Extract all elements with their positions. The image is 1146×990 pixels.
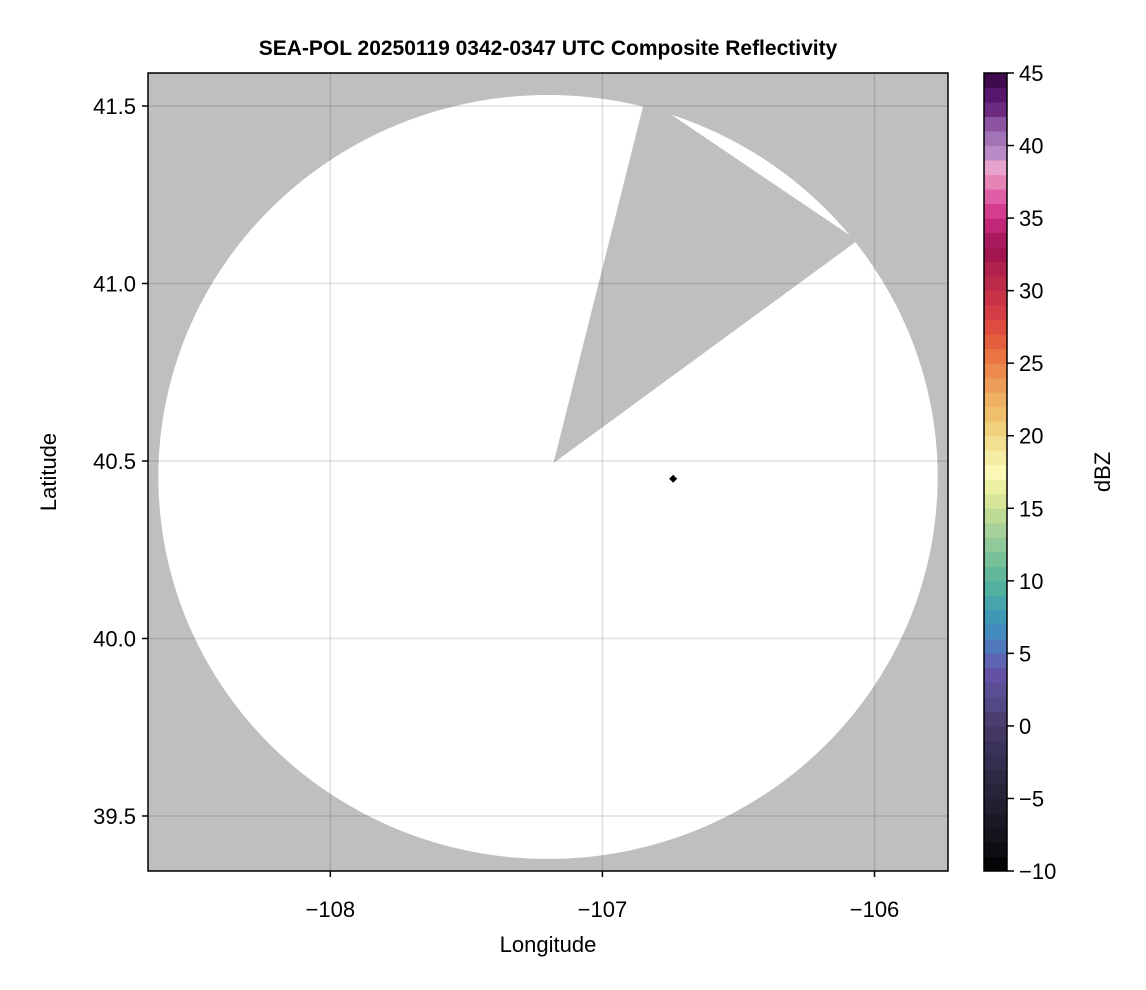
colorbar-cell: [984, 812, 1007, 828]
x-tick-label: −106: [850, 897, 900, 922]
colorbar-cell: [984, 87, 1007, 103]
colorbar-cell: [984, 624, 1007, 640]
colorbar-cell: [984, 493, 1007, 509]
colorbar-tick-label: 40: [1019, 134, 1043, 159]
colorbar-cell: [984, 348, 1007, 364]
colorbar-cell: [984, 261, 1007, 277]
colorbar-tick-label: 35: [1019, 206, 1043, 231]
colorbar-cell: [984, 319, 1007, 335]
colorbar-cell: [984, 609, 1007, 625]
colorbar-cell: [984, 189, 1007, 205]
colorbar-cell: [984, 116, 1007, 132]
colorbar-cell: [984, 464, 1007, 480]
radar-site-marker: [669, 474, 678, 483]
y-tick-label: 41.0: [93, 272, 136, 297]
colorbar-cell: [984, 363, 1007, 379]
colorbar-cell: [984, 479, 1007, 495]
colorbar-cell: [984, 696, 1007, 712]
x-axis-label: Longitude: [500, 932, 597, 957]
colorbar-label: dBZ: [1090, 452, 1115, 492]
colorbar-cell: [984, 290, 1007, 306]
y-tick-label: 41.5: [93, 94, 136, 119]
colorbar-cell: [984, 653, 1007, 669]
colorbar-cell: [984, 145, 1007, 161]
x-tick-label: −107: [578, 897, 628, 922]
colorbar-cell: [984, 711, 1007, 727]
colorbar-frame: [983, 72, 1008, 872]
colorbar-cell: [984, 174, 1007, 190]
colorbar-cell: [984, 798, 1007, 814]
colorbar-cell: [984, 856, 1007, 872]
y-axis-label: Latitude: [36, 433, 61, 511]
colorbar-cell: [984, 566, 1007, 582]
colorbar-cell: [984, 421, 1007, 437]
x-tick-label: −108: [306, 897, 356, 922]
colorbar-tick-label: 0: [1019, 714, 1031, 739]
colorbar-cell: [984, 392, 1007, 408]
colorbar-tick-label: 25: [1019, 351, 1043, 376]
colorbar-cell: [984, 435, 1007, 451]
colorbar-cell: [984, 638, 1007, 654]
colorbar-cell: [984, 73, 1007, 89]
colorbar-cell: [984, 450, 1007, 466]
colorbar-cell: [984, 667, 1007, 683]
y-tick-label: 40.5: [93, 449, 136, 474]
colorbar-cell: [984, 769, 1007, 785]
colorbar-tick-label: 30: [1019, 279, 1043, 304]
colorbar-tick-label: 10: [1019, 569, 1043, 594]
colorbar-cell: [984, 537, 1007, 553]
colorbar-tick-label: 15: [1019, 496, 1043, 521]
colorbar-tick-label: −5: [1019, 786, 1044, 811]
colorbar-cell: [984, 131, 1007, 147]
plot-frame: [147, 72, 949, 872]
colorbar-cell: [984, 276, 1007, 292]
colorbar-cell: [984, 754, 1007, 770]
chart-title: SEA-POL 20250119 0342-0347 UTC Composite…: [259, 37, 838, 60]
colorbar-tick-label: 45: [1019, 61, 1043, 86]
colorbar-cell: [984, 682, 1007, 698]
y-tick-label: 40.0: [93, 626, 136, 651]
colorbar-cell: [984, 406, 1007, 422]
colorbar-cell: [984, 508, 1007, 524]
colorbar-cell: [984, 160, 1007, 176]
colorbar-cell: [984, 377, 1007, 393]
colorbar-cell: [984, 218, 1007, 234]
colorbar-cell: [984, 740, 1007, 756]
colorbar-cell: [984, 841, 1007, 857]
colorbar-cell: [984, 102, 1007, 118]
colorbar-cell: [984, 305, 1007, 321]
colorbar-tick-label: 5: [1019, 641, 1031, 666]
blocked-sector: [553, 97, 858, 464]
colorbar-cell: [984, 551, 1007, 567]
colorbar-cell: [984, 522, 1007, 538]
colorbar-cell: [984, 247, 1007, 263]
colorbar-cell: [984, 725, 1007, 741]
colorbar-tick-label: 20: [1019, 424, 1043, 449]
colorbar-cell: [984, 827, 1007, 843]
radar-coverage-area: [158, 95, 938, 859]
colorbar-tick-label: −10: [1019, 859, 1056, 884]
colorbar-cell: [984, 595, 1007, 611]
colorbar-cell: [984, 783, 1007, 799]
colorbar-cell: [984, 580, 1007, 596]
y-tick-label: 39.5: [93, 804, 136, 829]
colorbar-cell: [984, 203, 1007, 219]
colorbar-cell: [984, 334, 1007, 350]
colorbar-cell: [984, 232, 1007, 248]
